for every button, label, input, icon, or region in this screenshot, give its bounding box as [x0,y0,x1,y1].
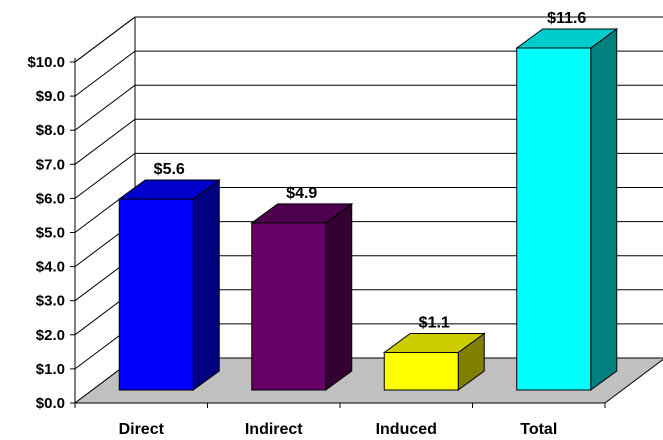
bar-front [251,222,327,391]
axes [70,58,606,408]
x-category-label: Total [520,421,557,438]
data-label: $5.6 [154,161,185,178]
y-axis-tick-labels: $0.0 $1.0 $2.0 $3.0 $4.0 $5.0 $6.0 $7.0 $8.0 $9.0… [27,54,65,412]
bar-side [192,179,220,391]
y-tick-label: $0.0 [36,395,65,412]
y-tick-label: $1.0 [36,361,65,378]
bar-indirect [250,202,354,391]
gridline-diagonal [74,118,136,165]
gridline-diagonal [74,84,136,131]
data-label: $1.1 [419,314,450,331]
y-tick-label: $4.0 [36,259,65,276]
x-category-label: Indirect [245,421,303,438]
gridline-diagonal [74,152,136,199]
data-labels: $5.6 $4.9 $1.1 $11.6 [154,10,587,331]
bar-front [516,47,592,391]
y-tick-label: $7.0 [36,156,65,173]
bar-front [383,351,459,391]
bar-direct [117,179,221,391]
y-tick-label: $2.0 [36,327,65,344]
floor-plane [73,357,663,404]
chart-floor [73,357,663,404]
bar-front [118,198,194,391]
x-category-label: Induced [376,421,437,438]
x-axis-category-labels: Direct Indirect Induced Total [119,421,558,438]
bar-side [325,202,353,391]
y-tick-label: $5.0 [36,225,65,242]
bars [117,28,619,391]
y-tick-label: $6.0 [36,190,65,207]
gridline-diagonal [74,16,136,63]
y-tick-label: $3.0 [36,293,65,310]
data-label: $4.9 [286,185,317,202]
data-label: $11.6 [547,10,586,27]
x-category-label: Direct [119,421,165,438]
bar-induced [382,332,486,391]
y-tick-label: $8.0 [36,122,65,139]
y-tick-label: $10.0 [27,54,65,71]
gridline-diagonal [74,50,136,97]
bar-total [515,28,619,391]
y-tick-label: $9.0 [36,88,65,105]
bar-side [590,28,618,391]
